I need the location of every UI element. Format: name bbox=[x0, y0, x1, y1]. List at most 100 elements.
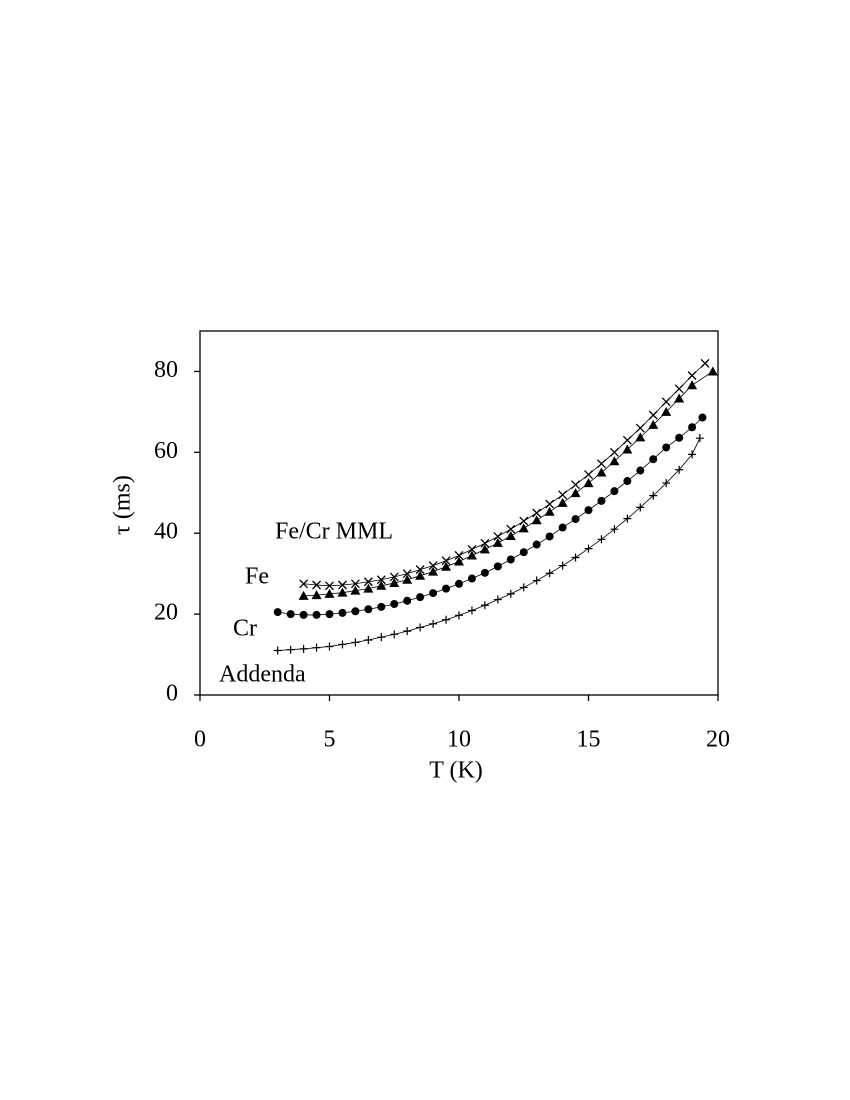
data-point bbox=[661, 406, 672, 416]
marker bbox=[442, 584, 451, 593]
data-point bbox=[377, 602, 386, 611]
data-point bbox=[506, 555, 515, 564]
marker bbox=[545, 569, 554, 578]
data-point bbox=[324, 588, 335, 598]
data-point bbox=[662, 479, 671, 488]
data-point bbox=[376, 580, 387, 590]
marker bbox=[350, 579, 360, 589]
data-point bbox=[338, 640, 347, 649]
data-point bbox=[442, 615, 451, 624]
data-point bbox=[505, 531, 516, 541]
data-point bbox=[402, 569, 412, 579]
series-label: Fe/Cr MML bbox=[275, 519, 393, 545]
marker bbox=[622, 444, 633, 454]
data-point bbox=[480, 568, 489, 577]
marker bbox=[519, 516, 529, 526]
marker bbox=[312, 643, 321, 652]
data-point bbox=[623, 514, 632, 523]
data-point bbox=[519, 548, 528, 557]
marker bbox=[570, 488, 581, 498]
data-point bbox=[622, 444, 633, 454]
marker bbox=[364, 635, 373, 644]
marker bbox=[558, 490, 568, 500]
data-point bbox=[649, 491, 658, 500]
data-point bbox=[584, 506, 593, 515]
marker bbox=[674, 393, 685, 403]
data-point bbox=[518, 523, 529, 533]
marker bbox=[338, 640, 347, 649]
marker bbox=[286, 645, 295, 654]
data-point bbox=[337, 580, 347, 590]
y-tick-label: 0 bbox=[166, 681, 178, 707]
data-point bbox=[429, 619, 438, 628]
marker bbox=[519, 548, 528, 557]
data-point bbox=[558, 490, 568, 500]
marker bbox=[428, 566, 439, 576]
marker bbox=[415, 570, 426, 580]
marker bbox=[506, 524, 516, 534]
data-point bbox=[441, 561, 452, 571]
marker bbox=[636, 503, 645, 512]
x-tick-label: 0 bbox=[194, 727, 206, 753]
data-point bbox=[415, 570, 426, 580]
marker bbox=[648, 419, 659, 429]
data-point bbox=[364, 605, 373, 614]
marker bbox=[571, 515, 580, 524]
marker bbox=[597, 535, 606, 544]
data-point bbox=[376, 575, 386, 585]
data-point bbox=[286, 610, 295, 619]
data-point bbox=[350, 585, 361, 595]
data-point bbox=[506, 524, 516, 534]
marker bbox=[325, 581, 334, 591]
data-point bbox=[441, 556, 451, 566]
marker bbox=[545, 532, 554, 541]
marker bbox=[390, 630, 399, 639]
data-point bbox=[466, 550, 477, 560]
marker bbox=[363, 577, 373, 587]
marker bbox=[299, 579, 309, 589]
marker bbox=[351, 638, 360, 647]
data-point bbox=[648, 410, 658, 420]
marker bbox=[636, 466, 645, 475]
marker bbox=[402, 574, 413, 584]
series-line bbox=[277, 438, 701, 651]
marker bbox=[505, 531, 516, 541]
data-point bbox=[479, 544, 490, 554]
marker bbox=[661, 406, 672, 416]
marker bbox=[377, 602, 386, 611]
data-point bbox=[597, 535, 606, 544]
marker bbox=[454, 551, 464, 560]
marker bbox=[584, 544, 593, 553]
data-point bbox=[389, 577, 400, 587]
marker bbox=[325, 642, 334, 651]
y-axis-label: τ (ms) bbox=[110, 475, 136, 535]
marker bbox=[298, 590, 309, 600]
marker bbox=[571, 480, 581, 490]
data-point bbox=[429, 589, 438, 598]
marker bbox=[584, 506, 593, 515]
data-point bbox=[648, 419, 659, 429]
data-point bbox=[416, 623, 425, 632]
data-point bbox=[571, 515, 580, 524]
data-point bbox=[480, 601, 489, 610]
marker bbox=[558, 561, 567, 570]
y-tick-label: 60 bbox=[154, 438, 178, 464]
marker bbox=[557, 497, 568, 507]
marker bbox=[532, 576, 541, 585]
data-point bbox=[610, 487, 619, 496]
marker bbox=[338, 608, 347, 617]
data-point bbox=[299, 579, 309, 589]
data-point bbox=[519, 583, 528, 592]
marker bbox=[661, 397, 671, 407]
data-point bbox=[596, 459, 606, 469]
data-point bbox=[298, 590, 309, 600]
marker bbox=[364, 605, 373, 614]
data-point bbox=[416, 593, 425, 602]
marker bbox=[299, 610, 308, 619]
marker bbox=[519, 583, 528, 592]
marker bbox=[299, 644, 308, 653]
marker bbox=[493, 531, 503, 541]
data-point bbox=[299, 610, 308, 619]
marker bbox=[402, 569, 412, 579]
data-point bbox=[325, 610, 334, 619]
